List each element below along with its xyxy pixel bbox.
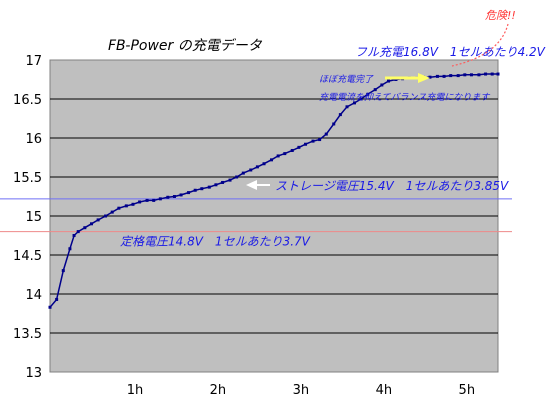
data-point: [235, 175, 239, 179]
data-point: [124, 204, 128, 208]
data-point: [228, 178, 232, 182]
x-tick-label: 4h: [376, 383, 393, 398]
data-point: [442, 74, 446, 78]
y-tick-label: 13: [25, 366, 42, 381]
data-point: [207, 185, 211, 189]
data-point: [332, 122, 336, 126]
data-point: [262, 162, 266, 166]
x-tick-labels: 1h 2h 3h 4h 5h: [127, 383, 475, 398]
data-point: [304, 142, 308, 146]
data-point: [435, 74, 439, 78]
y-tick-label: 17: [25, 54, 42, 69]
x-tick-label: 5h: [459, 383, 476, 398]
x-tick-label: 2h: [210, 383, 227, 398]
data-point: [138, 200, 142, 204]
danger-arrow: [451, 23, 509, 67]
data-point: [366, 92, 370, 96]
data-point: [449, 74, 453, 78]
data-point: [241, 171, 245, 175]
data-point: [359, 97, 363, 101]
y-tick-label: 15.5: [13, 171, 42, 186]
data-point: [187, 191, 191, 195]
data-point: [249, 168, 253, 172]
chart-title: FB-Power の充電データ: [108, 38, 263, 54]
data-point: [297, 145, 301, 149]
data-point: [469, 73, 473, 77]
x-tick-label: 1h: [127, 383, 144, 398]
y-tick-label: 14.5: [13, 249, 42, 264]
data-point: [89, 222, 93, 226]
balance-charge-annotation: 充電電流を抑えてバランス充電になります: [319, 92, 490, 103]
danger-annotation: 危険!!: [485, 9, 516, 22]
reference-lines: ストレージ電圧15.4V 1セルあたり3.85V 定格電圧14.8V 1セルあたり…: [0, 179, 512, 249]
data-point: [270, 158, 274, 162]
data-point: [158, 197, 162, 201]
data-point: [311, 139, 315, 143]
data-point: [166, 195, 170, 199]
data-point: [477, 73, 481, 77]
data-point: [104, 214, 108, 218]
grid-lines: [50, 98, 498, 334]
data-point: [463, 73, 467, 77]
data-point: [172, 195, 176, 198]
data-point: [380, 83, 384, 87]
data-point: [117, 206, 121, 210]
data-point: [496, 72, 500, 76]
y-tick-label: 14: [25, 288, 42, 303]
data-point: [490, 72, 494, 76]
y-tick-labels: 13 13.5 14 14.5 15 15.5 16 16.5 17: [13, 54, 42, 381]
data-point: [373, 88, 377, 92]
data-point: [290, 148, 294, 152]
data-point: [221, 180, 225, 184]
data-point: [145, 198, 149, 202]
data-point: [110, 210, 114, 214]
data-point: [318, 138, 322, 142]
data-point: [193, 188, 197, 192]
near-full-arrow: [385, 73, 430, 83]
data-point: [283, 152, 287, 156]
full-charge-annotation: フル充電16.8V 1セルあたり4.2V: [355, 45, 546, 59]
data-point: [61, 269, 65, 273]
y-tick-label: 16.5: [13, 93, 42, 108]
y-tick-label: 16: [25, 132, 42, 147]
data-point: [276, 154, 280, 158]
x-tick-label: 3h: [293, 383, 310, 398]
data-point: [345, 105, 349, 109]
data-point: [179, 193, 183, 197]
data-point: [352, 101, 356, 105]
data-point: [324, 132, 328, 136]
data-point: [428, 75, 432, 79]
data-point: [72, 234, 76, 237]
data-point: [338, 113, 342, 117]
data-point: [484, 72, 488, 76]
data-point: [200, 187, 204, 191]
data-point: [68, 247, 72, 251]
data-point: [456, 74, 460, 78]
data-point: [131, 202, 135, 206]
data-point: [255, 165, 259, 169]
y-tick-label: 15: [25, 210, 42, 225]
reference-line-label: 定格電圧14.8V 1セルあたり3.7V: [120, 235, 311, 249]
storage-arrow: [246, 180, 270, 190]
data-point: [386, 79, 390, 83]
data-point: [152, 198, 156, 202]
data-point: [96, 218, 100, 222]
data-point: [55, 297, 59, 301]
reference-line-label: ストレージ電圧15.4V 1セルあたり3.85V: [275, 179, 509, 193]
data-point: [214, 183, 218, 187]
data-point: [83, 226, 87, 230]
data-point: [48, 305, 52, 309]
data-point: [76, 230, 80, 234]
y-tick-label: 13.5: [13, 327, 42, 342]
near-full-annotation: ほぼ充電完了: [319, 74, 374, 85]
